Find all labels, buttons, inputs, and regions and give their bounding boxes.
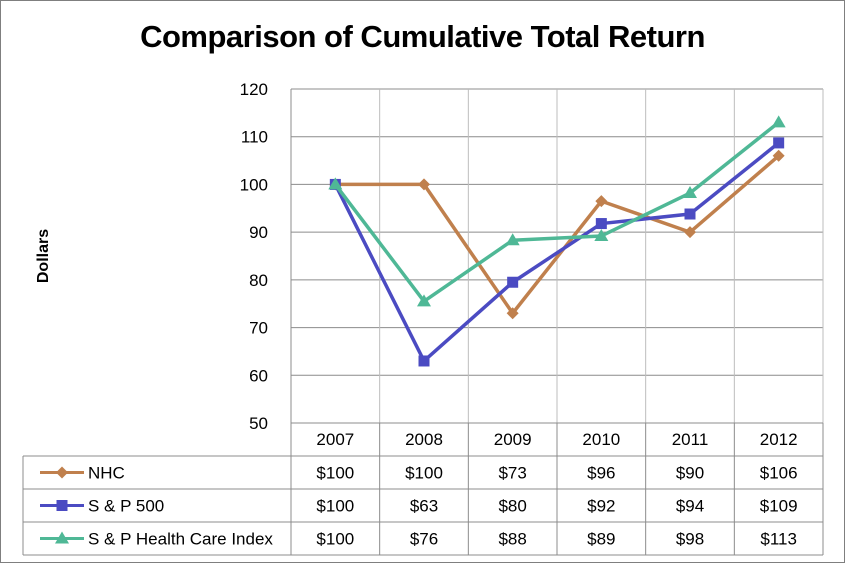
table-cell: $100 <box>316 497 354 516</box>
table-cell: $89 <box>587 530 615 549</box>
y-tick-label: 80 <box>249 271 268 290</box>
table-cell: $63 <box>410 497 438 516</box>
table-cell: $96 <box>587 464 615 483</box>
table-cell: $76 <box>410 530 438 549</box>
data-point <box>506 307 519 320</box>
legend-label: NHC <box>88 464 125 483</box>
table-cell: $73 <box>498 464 526 483</box>
data-point <box>684 208 696 220</box>
x-tick-label: 2010 <box>582 430 620 449</box>
data-point <box>328 177 343 190</box>
x-tick-label: 2012 <box>760 430 798 449</box>
table-cell: $100 <box>405 464 443 483</box>
series-lines <box>328 115 786 367</box>
data-point <box>417 294 431 307</box>
table-cell: $88 <box>498 530 526 549</box>
data-point <box>595 195 608 208</box>
y-tick-label: 110 <box>241 128 268 147</box>
data-table: 2007 2008 2009 2010 2011 2012 NHC $100 $100 $73 $9… <box>22 422 824 556</box>
table-cell: $109 <box>760 497 798 516</box>
data-point <box>418 178 430 191</box>
y-tick-labels: 50 60 70 80 90 100 110 120 <box>240 80 268 433</box>
data-point <box>507 276 519 288</box>
data-point <box>772 149 785 162</box>
data-point <box>683 186 697 199</box>
data-point <box>418 355 430 367</box>
table-cell: $100 <box>316 530 354 549</box>
legend-marker <box>55 531 69 544</box>
series-s-p-health-care-index <box>328 115 786 307</box>
data-point <box>773 137 785 149</box>
table-cell: $113 <box>760 530 797 549</box>
table-cell: $94 <box>676 497 704 516</box>
legend-marker <box>56 466 68 479</box>
series-line <box>335 154 780 316</box>
data-point <box>771 115 786 128</box>
table-cell: $80 <box>498 497 526 516</box>
y-tick-label: 90 <box>249 223 268 242</box>
x-tick-label: 2009 <box>494 430 532 449</box>
x-tick-label: 2008 <box>405 430 443 449</box>
chart-title: Comparison of Cumulative Total Return <box>140 19 705 54</box>
series-line <box>333 121 780 304</box>
data-point <box>684 226 696 239</box>
series-line <box>333 141 780 363</box>
table-cell: $106 <box>760 464 798 483</box>
y-tick-label: 120 <box>240 80 268 99</box>
legend-label: S & P 500 <box>88 497 164 516</box>
data-point <box>594 228 609 241</box>
x-tick-label: 2007 <box>316 430 354 449</box>
table-cell: $92 <box>587 497 615 516</box>
y-tick-label: 50 <box>249 414 268 433</box>
y-tick-label: 60 <box>249 366 268 385</box>
table-cell: $100 <box>316 464 354 483</box>
data-point <box>505 233 520 246</box>
table-cell: $90 <box>676 464 704 483</box>
y-axis-label: Dollars <box>35 229 52 283</box>
data-point <box>595 218 607 230</box>
legend-label: S & P Health Care Index <box>88 530 273 549</box>
legend-marker <box>56 500 68 511</box>
y-tick-label: 100 <box>240 175 268 194</box>
x-tick-label: 2011 <box>672 430 709 449</box>
y-tick-label: 70 <box>249 319 268 338</box>
table-cell: $98 <box>676 530 704 549</box>
